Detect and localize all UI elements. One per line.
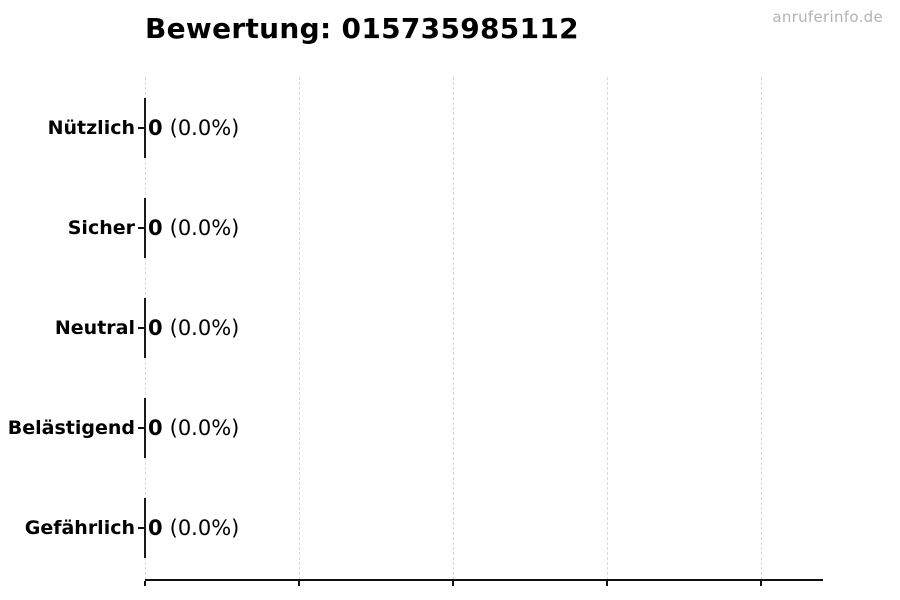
y-axis-tick (138, 427, 145, 429)
pct-label: (0.0%) (169, 116, 240, 140)
x-axis-tick (452, 581, 454, 586)
bar-value-label: 0 (0.0%) (148, 216, 239, 240)
category-label: Sicher (67, 217, 135, 239)
category-label: Gefährlich (24, 517, 135, 539)
y-axis-tick (138, 327, 145, 329)
category-label: Nützlich (47, 117, 135, 139)
page-title: Bewertung: 015735985112 (145, 12, 579, 45)
x-axis-tick (760, 581, 762, 586)
bar-row-belaestigend: Belästigend 0 (0.0%) (0, 398, 900, 458)
y-axis-tick (138, 127, 145, 129)
bar-value-label: 0 (0.0%) (148, 416, 239, 440)
count-label: 0 (148, 116, 163, 140)
y-axis-tick (138, 227, 145, 229)
y-axis-tick (138, 527, 145, 529)
pct-label: (0.0%) (169, 316, 240, 340)
count-label: 0 (148, 416, 163, 440)
bar-row-neutral: Neutral 0 (0.0%) (0, 298, 900, 358)
count-label: 0 (148, 316, 163, 340)
watermark-text: anruferinfo.de (772, 8, 883, 26)
x-axis-tick (144, 581, 146, 586)
bar-value-label: 0 (0.0%) (148, 116, 239, 140)
category-label: Belästigend (7, 417, 135, 439)
bar-row-sicher: Sicher 0 (0.0%) (0, 198, 900, 258)
bar-zero-edge (144, 198, 146, 258)
gridline (607, 77, 608, 580)
count-label: 0 (148, 516, 163, 540)
bar-row-nuetzlich: Nützlich 0 (0.0%) (0, 98, 900, 158)
x-axis-tick (298, 581, 300, 586)
count-label: 0 (148, 216, 163, 240)
bar-zero-edge (144, 98, 146, 158)
x-axis-line (145, 579, 823, 581)
bar-value-label: 0 (0.0%) (148, 516, 239, 540)
category-label: Neutral (54, 317, 135, 339)
gridline (299, 77, 300, 580)
gridline (761, 77, 762, 580)
bar-zero-edge (144, 498, 146, 558)
pct-label: (0.0%) (169, 416, 240, 440)
pct-label: (0.0%) (169, 216, 240, 240)
bar-zero-edge (144, 298, 146, 358)
bar-zero-edge (144, 398, 146, 458)
pct-label: (0.0%) (169, 516, 240, 540)
x-axis-tick (606, 581, 608, 586)
gridline (453, 77, 454, 580)
bar-row-gefaehrlich: Gefährlich 0 (0.0%) (0, 498, 900, 558)
bar-value-label: 0 (0.0%) (148, 316, 239, 340)
